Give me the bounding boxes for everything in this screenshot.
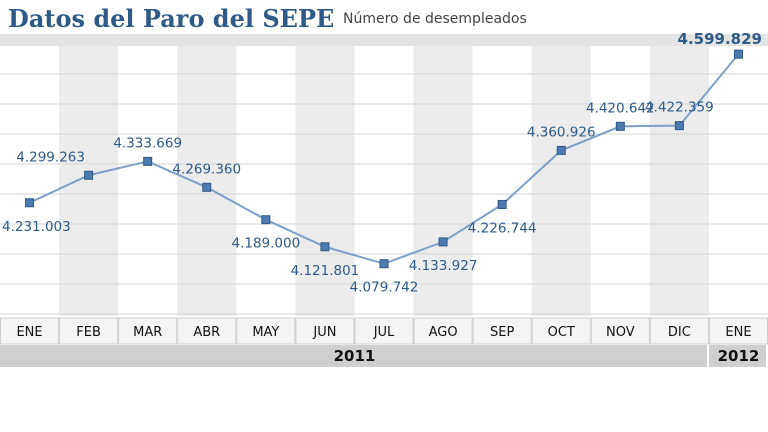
column-stripe <box>295 46 355 316</box>
data-point-marker <box>438 237 448 247</box>
column-stripe <box>531 46 591 316</box>
x-tick-label: DIC <box>668 325 691 340</box>
year-label: 2012 <box>718 347 760 365</box>
month-cell <box>59 317 119 345</box>
gridlines <box>0 73 768 315</box>
month-cell <box>649 317 709 345</box>
data-label: 4.226.744 <box>468 220 537 236</box>
data-label: 4.269.360 <box>172 161 241 177</box>
series-line <box>29 53 740 265</box>
data-markers <box>25 49 743 269</box>
data-point-marker <box>320 242 330 252</box>
chart-subtitle: Número de desempleados <box>343 11 527 27</box>
column-stripe <box>413 46 473 316</box>
series-line-layer <box>29 53 740 265</box>
data-point-marker <box>261 215 271 225</box>
data-label: 4.231.003 <box>2 219 71 235</box>
data-label: 4.133.927 <box>409 258 478 274</box>
month-cell <box>177 317 237 345</box>
data-label: 4.333.669 <box>113 135 182 151</box>
month-cell <box>354 317 414 345</box>
data-label: 4.079.742 <box>350 280 419 296</box>
x-tick-label: SEP <box>490 325 514 340</box>
data-point-marker <box>379 259 389 269</box>
column-stripe <box>59 46 119 316</box>
x-tick-label: ENE <box>16 325 42 340</box>
data-point-marker <box>202 182 212 192</box>
x-axis: ENE FEB MAR ABR MAY JUN JUL AGO SEP OCT NOV DIC ENE 2… <box>0 317 768 367</box>
data-label: 4.360.926 <box>527 124 596 140</box>
month-cell <box>590 317 650 345</box>
x-tick-label: ABR <box>193 325 220 340</box>
header-divider-bar <box>0 34 768 46</box>
year-band <box>0 345 707 367</box>
column-stripe <box>649 46 709 316</box>
month-cell <box>118 317 178 345</box>
x-tick-label: NOV <box>606 325 635 340</box>
year-label: 2011 <box>334 347 376 365</box>
data-point-marker <box>615 121 625 131</box>
data-point-marker <box>25 198 35 208</box>
month-cell <box>531 317 591 345</box>
month-cell <box>0 317 60 345</box>
month-cell <box>472 317 532 345</box>
data-point-marker <box>497 199 507 209</box>
data-label: 4.121.801 <box>291 263 360 279</box>
x-tick-label: OCT <box>548 325 575 340</box>
data-label: 4.599.829 <box>678 30 762 48</box>
x-tick-label: ENE <box>725 325 751 340</box>
x-tick-label: JUL <box>373 325 395 340</box>
data-point-marker <box>556 145 566 155</box>
month-cell <box>413 317 473 345</box>
chart-header: Datos del Paro del SEPE Número de desemp… <box>0 0 768 34</box>
data-label: 4.420.642 <box>586 100 655 116</box>
data-label: 4.299.263 <box>16 149 85 165</box>
x-tick-label: MAY <box>252 325 279 340</box>
month-cell <box>295 317 355 345</box>
x-tick-label: MAR <box>133 325 162 340</box>
month-cell <box>708 317 768 345</box>
data-point-marker <box>143 156 153 166</box>
data-label: 4.189.000 <box>231 236 300 252</box>
chart-title: Datos del Paro del SEPE <box>8 4 335 33</box>
data-point-marker <box>674 121 684 131</box>
data-point-marker <box>84 170 94 180</box>
data-label: 4.422.359 <box>645 100 714 116</box>
data-point-marker <box>733 49 743 59</box>
column-stripes <box>59 46 709 316</box>
column-stripe <box>177 46 237 316</box>
x-tick-label: AGO <box>429 325 458 340</box>
x-tick-label: FEB <box>76 325 101 340</box>
month-cell <box>236 317 296 345</box>
year-band <box>708 345 766 367</box>
x-tick-label: JUN <box>312 325 336 340</box>
data-labels: 4.231.003 4.299.263 4.333.669 4.269.360 4.18… <box>2 30 762 296</box>
